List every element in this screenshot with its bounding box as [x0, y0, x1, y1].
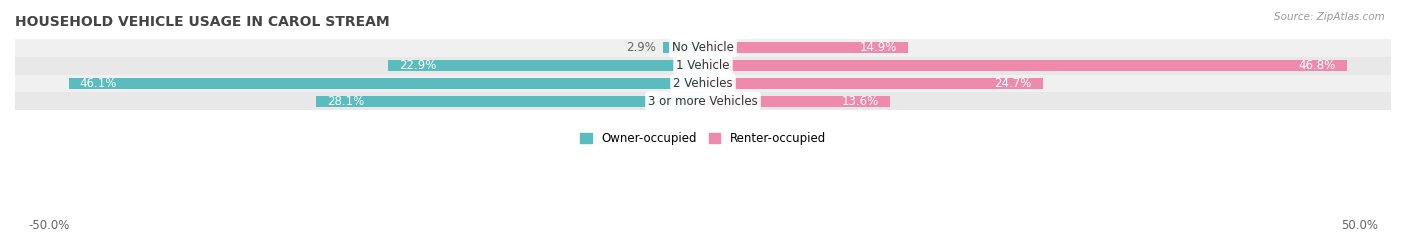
- Text: 13.6%: 13.6%: [842, 95, 879, 108]
- Text: 28.1%: 28.1%: [328, 95, 364, 108]
- Bar: [703, 78, 1043, 89]
- Text: 24.7%: 24.7%: [994, 77, 1032, 90]
- Text: 14.9%: 14.9%: [859, 41, 897, 54]
- Text: 2 Vehicles: 2 Vehicles: [673, 77, 733, 90]
- Bar: [69, 78, 703, 89]
- Text: 50.0%: 50.0%: [1341, 219, 1378, 232]
- Text: HOUSEHOLD VEHICLE USAGE IN CAROL STREAM: HOUSEHOLD VEHICLE USAGE IN CAROL STREAM: [15, 15, 389, 29]
- Text: 1 Vehicle: 1 Vehicle: [676, 59, 730, 72]
- Text: 46.1%: 46.1%: [80, 77, 117, 90]
- Bar: [15, 75, 1391, 92]
- Text: 3 or more Vehicles: 3 or more Vehicles: [648, 95, 758, 108]
- Text: Source: ZipAtlas.com: Source: ZipAtlas.com: [1274, 12, 1385, 22]
- Bar: [316, 96, 703, 107]
- Bar: [703, 96, 890, 107]
- Bar: [703, 60, 1347, 71]
- Bar: [664, 42, 703, 53]
- Text: 2.9%: 2.9%: [626, 41, 657, 54]
- Bar: [15, 92, 1391, 110]
- Bar: [15, 57, 1391, 75]
- Text: 46.8%: 46.8%: [1299, 59, 1336, 72]
- Text: -50.0%: -50.0%: [28, 219, 69, 232]
- Text: 22.9%: 22.9%: [399, 59, 436, 72]
- Legend: Owner-occupied, Renter-occupied: Owner-occupied, Renter-occupied: [579, 132, 827, 145]
- Text: No Vehicle: No Vehicle: [672, 41, 734, 54]
- Bar: [703, 42, 908, 53]
- Bar: [15, 39, 1391, 57]
- Bar: [388, 60, 703, 71]
